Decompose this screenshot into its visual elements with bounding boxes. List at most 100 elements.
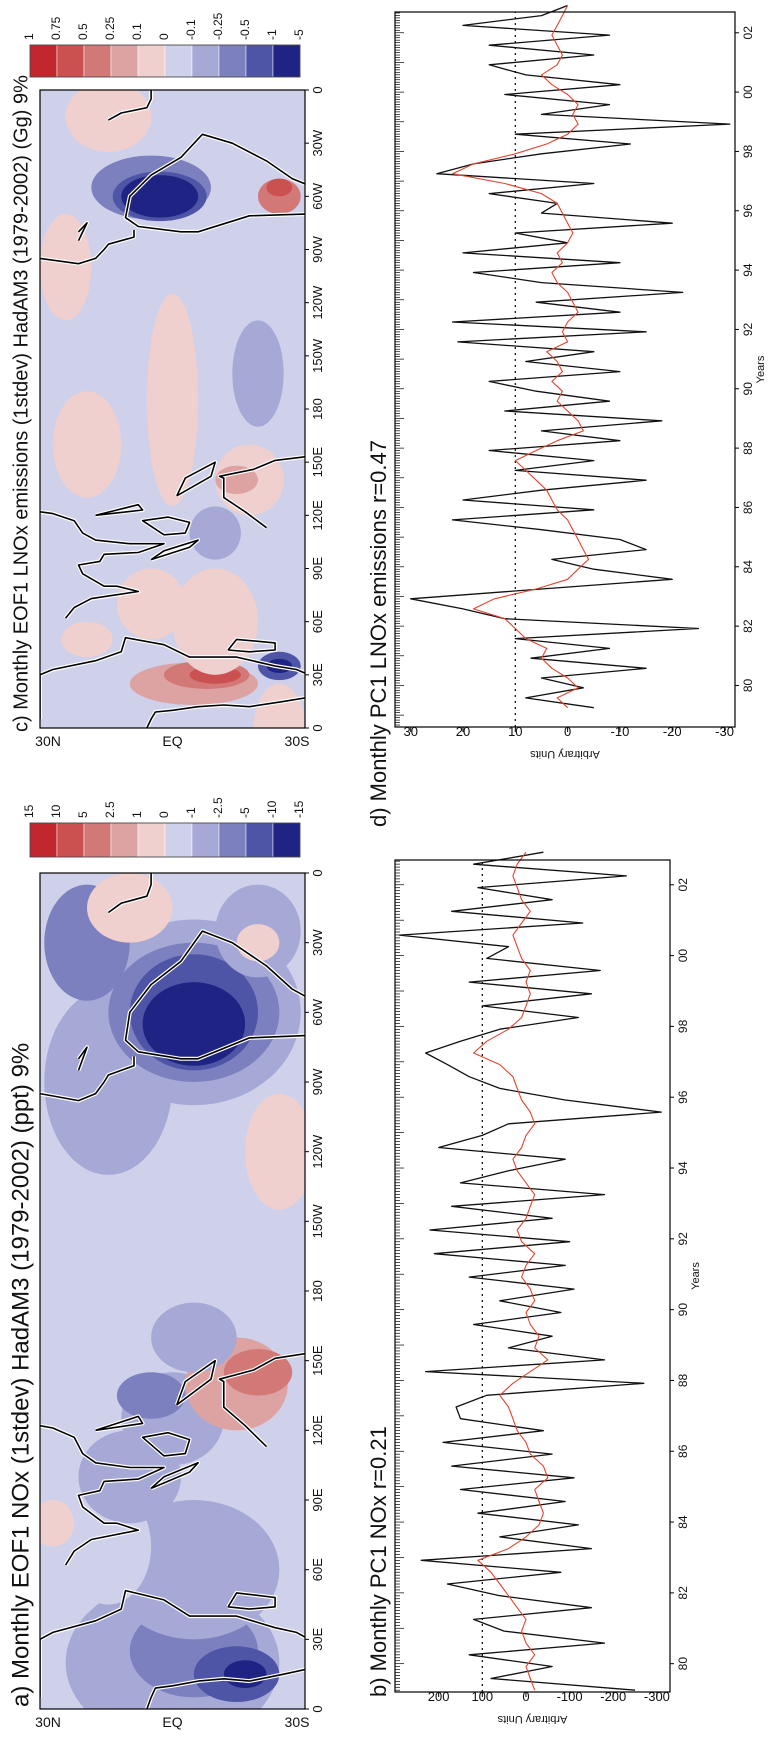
field-contour xyxy=(245,1093,305,1210)
coastline xyxy=(176,1359,216,1406)
colorbar-swatch xyxy=(191,822,220,858)
colorbar-swatch xyxy=(164,44,193,78)
lon-label: 90W xyxy=(310,235,325,262)
lat-label: 30N xyxy=(35,1714,61,1730)
coastline xyxy=(40,511,165,619)
x-tick-label: 82 xyxy=(676,1586,690,1600)
x-tick-label: 98 xyxy=(676,1019,690,1033)
x-tick-label: 94 xyxy=(676,1161,690,1175)
field-contour xyxy=(266,178,293,197)
y-tick-label: -10 xyxy=(611,724,630,739)
series-line xyxy=(398,851,662,1691)
field-contour xyxy=(61,621,113,658)
y-tick-label: -200 xyxy=(600,1689,626,1704)
x-tick-label: 88 xyxy=(741,441,755,455)
lon-label: 90W xyxy=(310,1068,325,1095)
x-tick-label: 02 xyxy=(741,26,755,40)
lat-label: 30S xyxy=(285,1714,310,1730)
colorbar-label: 0.1 xyxy=(130,23,144,40)
colorbar-label: -10 xyxy=(265,800,279,818)
lon-label: 30E xyxy=(310,663,325,686)
lon-label: 90E xyxy=(310,557,325,580)
lon-label: 60W xyxy=(310,182,325,209)
x-tick-label: 98 xyxy=(741,144,755,158)
lon-label: 30W xyxy=(310,929,325,956)
colorbar-label: -15 xyxy=(292,800,306,818)
y-tick-label: 20 xyxy=(456,724,470,739)
y-tick-label: 0 xyxy=(522,1689,529,1704)
field-contour xyxy=(40,1500,75,1547)
x-tick-label: 84 xyxy=(741,560,755,574)
lon-label: 30W xyxy=(310,129,325,156)
field-contour xyxy=(87,873,173,943)
field-contour xyxy=(142,982,246,1066)
y-tick-label: -30 xyxy=(715,724,734,739)
y-axis-label: Arbitrary Units xyxy=(497,1713,567,1725)
lon-label: 120E xyxy=(310,500,325,531)
series-line xyxy=(451,5,590,709)
plot-frame xyxy=(394,11,736,728)
coastline xyxy=(40,1424,165,1566)
plot-frame xyxy=(394,859,671,1693)
field-contour xyxy=(232,320,284,427)
lat-label: 30S xyxy=(285,733,310,749)
coastline xyxy=(218,1352,305,1448)
lon-label: 60W xyxy=(310,998,325,1025)
lon-label: 30E xyxy=(310,1627,325,1650)
x-tick-label: 96 xyxy=(676,1090,690,1104)
y-tick-label: 0 xyxy=(564,724,571,739)
colorbar-frame xyxy=(29,822,301,858)
lon-label: 0 xyxy=(310,1705,325,1712)
lon-label: 120E xyxy=(310,1415,325,1446)
map-field xyxy=(40,873,305,1709)
lon-label: 150E xyxy=(310,447,325,478)
field-contour xyxy=(223,1660,267,1689)
x-axis-label: Years xyxy=(755,355,767,383)
coastline xyxy=(176,461,216,497)
colorbar-swatch xyxy=(218,44,247,78)
field-contour xyxy=(108,1500,280,1640)
colorbar-swatch xyxy=(56,44,85,78)
coastline xyxy=(95,503,144,517)
colorbar-label: 0.25 xyxy=(103,16,117,40)
lon-label: 90E xyxy=(310,1488,325,1511)
lon-label: 150E xyxy=(310,1345,325,1376)
field-contour xyxy=(40,214,92,321)
colorbar-label: -1 xyxy=(184,807,198,818)
y-tick-label: -300 xyxy=(644,1689,670,1704)
lat-label: EQ xyxy=(162,1714,182,1730)
lon-label: 150W xyxy=(310,338,325,373)
y-tick-label: 200 xyxy=(428,1689,450,1704)
coastline xyxy=(95,1415,144,1432)
colorbar-label: -0.25 xyxy=(211,12,225,40)
colorbar-swatch xyxy=(164,822,193,858)
x-tick-label: 92 xyxy=(741,322,755,336)
coastline xyxy=(150,1462,199,1490)
field-contour xyxy=(172,568,258,675)
x-tick-label: 88 xyxy=(676,1373,690,1387)
lon-label: 150W xyxy=(310,1204,325,1239)
colorbar-swatch xyxy=(29,44,58,78)
y-tick-label: 100 xyxy=(471,1689,493,1704)
coastline xyxy=(40,1589,305,1698)
coastline xyxy=(227,638,276,653)
y-tick-label: -100 xyxy=(557,1689,583,1704)
colorbar-swatch xyxy=(137,822,166,858)
map-field xyxy=(40,90,305,728)
field-contour xyxy=(215,465,258,495)
coastline xyxy=(218,456,305,529)
y-axis-label: Arbitrary Units xyxy=(530,748,600,760)
coastline xyxy=(107,873,152,914)
series-line xyxy=(473,851,549,1691)
coastline xyxy=(150,539,199,561)
chart-title: d) Monthly PC1 LNOx emissions r=0.47 xyxy=(366,440,391,827)
colorbar-label: -1 xyxy=(265,29,279,40)
colorbar-swatch xyxy=(245,822,274,858)
lon-label: 0 xyxy=(310,724,325,731)
colorbar-label: -5 xyxy=(238,807,252,818)
lon-label: 180 xyxy=(310,398,325,420)
coastline xyxy=(227,1592,276,1610)
coastline xyxy=(124,930,305,1060)
colorbar-swatch xyxy=(245,44,274,78)
lon-label: 0 xyxy=(310,86,325,93)
